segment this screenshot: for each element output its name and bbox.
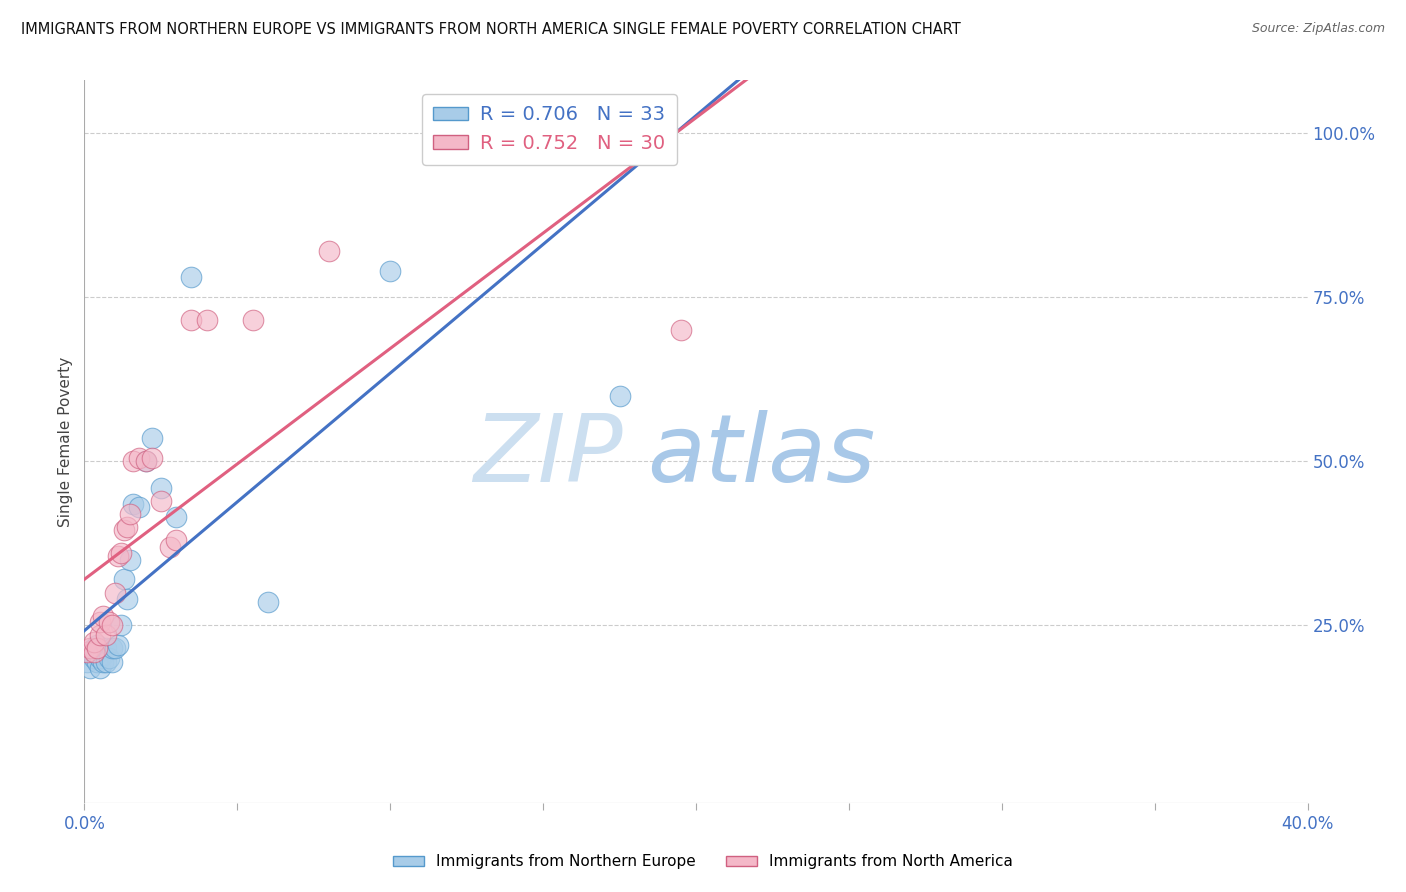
Point [120,553,142,567]
Text: IMMIGRANTS FROM NORTHERN EUROPE VS IMMIGRANTS FROM NORTH AMERICA SINGLE FEMALE P: IMMIGRANTS FROM NORTHERN EUROPE VS IMMIG… [21,22,960,37]
Point [112,573,135,587]
Text: atlas: atlas [647,410,876,501]
Point [380,264,402,278]
Point [97,615,120,630]
Point [86,638,108,652]
Point [76,645,98,659]
Point [101,641,124,656]
Point [86,655,108,669]
Point [141,431,163,445]
Text: ZIP: ZIP [472,410,623,501]
Point [83,651,105,665]
Point [165,533,187,547]
Point [76,655,98,669]
Point [110,546,132,560]
Point [107,549,129,564]
Point [104,641,127,656]
Point [91,648,114,662]
Point [104,585,127,599]
Point [318,244,340,258]
Point [89,651,111,665]
Point [180,270,202,285]
Point [94,655,117,669]
Point [141,450,163,465]
Point [115,592,138,607]
Point [115,520,138,534]
Point [94,628,117,642]
Point [471,145,494,160]
Point [89,661,111,675]
Point [83,635,105,649]
Point [159,540,181,554]
Point [135,454,157,468]
Point [128,450,150,465]
Legend: Immigrants from Northern Europe, Immigrants from North America: Immigrants from Northern Europe, Immigra… [387,848,1019,875]
Point [89,615,111,630]
Point [83,645,105,659]
Point [257,595,280,609]
Point [110,618,132,632]
Point [195,313,218,327]
Text: Source: ZipAtlas.com: Source: ZipAtlas.com [1251,22,1385,36]
Point [149,481,172,495]
Point [101,655,124,669]
Point [86,641,108,656]
Point [609,388,631,402]
Point [89,628,111,642]
Point [135,454,157,468]
Point [122,454,145,468]
Point [120,507,142,521]
Point [79,641,101,656]
Point [180,313,202,327]
Point [107,638,129,652]
Y-axis label: Single Female Poverty: Single Female Poverty [58,357,73,526]
Point [76,645,98,659]
Point [112,523,135,537]
Point [94,641,117,656]
Point [101,618,124,632]
Point [122,497,145,511]
Point [242,313,264,327]
Legend: R = 0.706   N = 33, R = 0.752   N = 30: R = 0.706 N = 33, R = 0.752 N = 30 [422,94,676,165]
Point [97,651,120,665]
Point [165,510,187,524]
Point [593,145,616,160]
Point [79,661,101,675]
Point [128,500,150,515]
Point [669,323,692,337]
Point [83,641,105,656]
Point [91,655,114,669]
Point [91,608,114,623]
Point [149,493,172,508]
